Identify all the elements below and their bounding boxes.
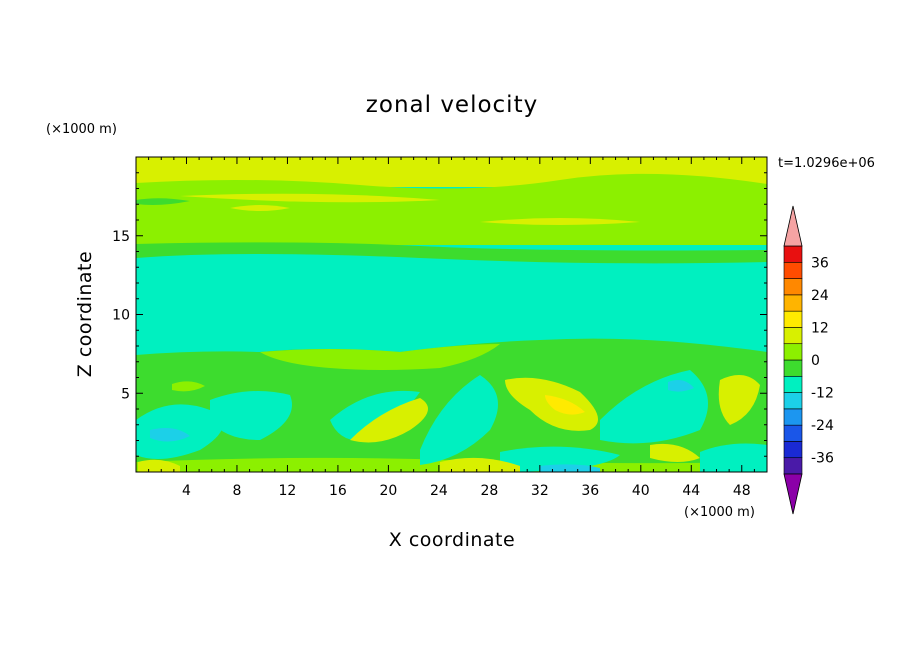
patch-cyan-4 xyxy=(420,375,498,465)
chart-title: zonal velocity xyxy=(366,92,538,118)
colorbar-segment xyxy=(783,424,803,442)
x-unit-label: (×1000 m) xyxy=(684,505,755,520)
patch-cyan-7 xyxy=(700,443,767,472)
band-divider-green xyxy=(136,242,767,264)
time-label: t=1.0296e+06 xyxy=(778,156,875,171)
patch-pos-2 xyxy=(350,398,428,443)
patch-upper-light-2 xyxy=(180,193,440,203)
patch-pos-4 xyxy=(440,457,520,472)
colorbar-label: -12 xyxy=(811,386,834,402)
patch-pos-1-core xyxy=(545,395,585,415)
x-tick-label: 28 xyxy=(480,483,498,499)
colorbar-over-arrow xyxy=(783,205,803,247)
colorbar-label: 12 xyxy=(811,320,829,336)
patch-blue-3 xyxy=(540,464,600,472)
x-tick-label: 44 xyxy=(682,483,700,499)
patch-cyan-3 xyxy=(330,390,420,441)
colorbar-segment xyxy=(783,327,803,345)
y-unit-label: (×1000 m) xyxy=(46,122,117,137)
band-upper-green xyxy=(136,173,767,245)
patch-pos-7 xyxy=(172,381,205,392)
colorbar-segment xyxy=(783,457,803,475)
x-tick-label: 16 xyxy=(329,483,347,499)
x-tick-label: 32 xyxy=(531,483,549,499)
patch-pos-3 xyxy=(138,459,180,472)
colorbar-segment xyxy=(783,441,803,459)
patch-blue-2 xyxy=(668,380,694,392)
y-tick-label: 10 xyxy=(112,308,130,324)
x-axis-label: X coordinate xyxy=(389,529,515,551)
colorbar-segment xyxy=(783,375,803,393)
colorbar-label: -24 xyxy=(811,418,834,434)
colorbar-segment xyxy=(783,310,803,328)
colorbar-segment xyxy=(783,245,803,263)
colorbar-segment xyxy=(783,261,803,279)
x-tick-label: 24 xyxy=(430,483,448,499)
patch-pos-6 xyxy=(718,375,760,425)
colorbar-under-arrow xyxy=(783,473,803,515)
colorbar-label: -36 xyxy=(811,451,834,467)
patch-blue-1 xyxy=(150,428,190,442)
y-tick-label: 5 xyxy=(121,386,130,402)
y-tick-label: 15 xyxy=(112,229,130,245)
patch-upper-dark-1 xyxy=(136,198,190,205)
contour-field xyxy=(136,157,767,472)
x-tick-label: 20 xyxy=(379,483,397,499)
colorbar-segment xyxy=(783,278,803,296)
x-tick-label: 40 xyxy=(632,483,650,499)
colorbar-label: 0 xyxy=(811,353,820,369)
colorbar-label: 36 xyxy=(811,255,829,271)
colorbar-segment xyxy=(783,343,803,361)
x-tick-label: 12 xyxy=(279,483,297,499)
x-tick-label: 4 xyxy=(182,483,191,499)
x-tick-label: 36 xyxy=(581,483,599,499)
colorbar-label: 24 xyxy=(811,288,829,304)
patch-pos-5 xyxy=(650,443,700,462)
x-tick-label: 8 xyxy=(232,483,241,499)
colorbar: 36 24 12 0 -12 -24 -36 xyxy=(783,205,834,515)
colorbar-segment xyxy=(783,294,803,312)
band-lower-lightgreen xyxy=(260,344,500,370)
colorbar-segment xyxy=(783,408,803,426)
x-tick-label: 48 xyxy=(733,483,751,499)
patch-upper-light-1 xyxy=(230,205,290,211)
x-axis-ticks: 4 8 12 16 20 24 28 32 36 40 44 48 xyxy=(148,157,755,499)
y-axis-ticks: 5 10 15 xyxy=(112,172,767,457)
colorbar-segment xyxy=(783,392,803,410)
patch-upper-light-3 xyxy=(480,218,640,225)
y-axis-label: Z coordinate xyxy=(74,251,96,377)
colorbar-segment xyxy=(783,359,803,377)
patch-cyan-2 xyxy=(210,391,292,440)
